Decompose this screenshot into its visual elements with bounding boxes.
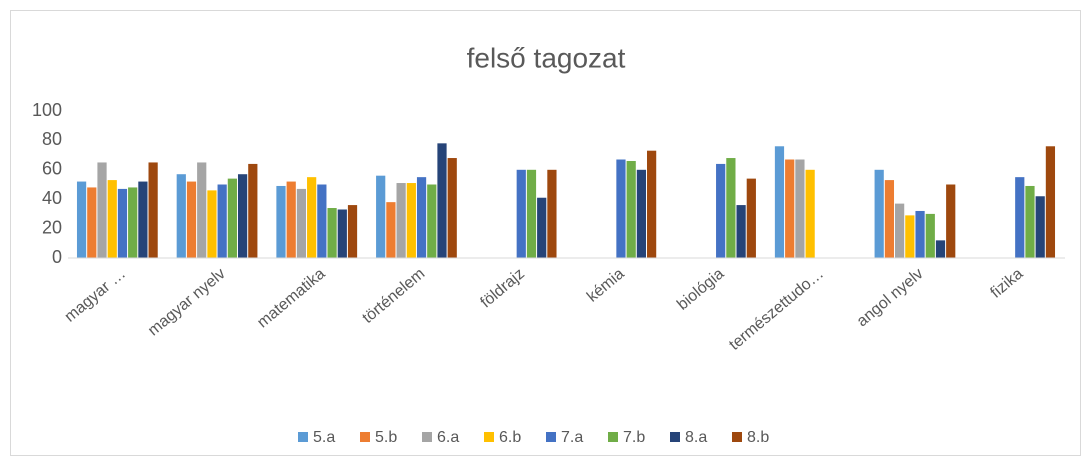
bar [327,208,337,258]
bar [227,178,237,258]
bar [736,205,746,258]
bar [97,162,107,258]
legend-label: 7.a [561,429,583,446]
legend-swatch [670,432,680,442]
legend-label: 7.b [623,429,645,446]
bar [616,159,626,258]
bar [884,180,895,258]
bar [946,184,956,258]
y-tick-label: 20 [42,217,62,237]
bar [1015,177,1025,258]
bar [526,169,537,258]
bar [317,184,327,258]
bar [276,185,286,258]
bar [337,209,347,258]
bar [386,202,396,258]
bar [915,210,925,258]
bar [874,169,884,258]
legend-swatch [608,432,618,442]
legend-swatch [298,432,308,442]
bar [647,150,657,258]
bar [785,159,795,258]
bar [805,169,815,258]
bar [716,163,726,258]
y-tick-label: 80 [42,129,62,149]
bar [138,181,148,258]
bar [117,188,128,258]
legend-label: 5.a [313,429,335,446]
bar [416,177,427,258]
y-tick-label: 100 [32,100,62,120]
bar [427,184,437,258]
bar [207,190,217,258]
bar [925,213,935,258]
bar [296,188,307,258]
y-tick-label: 60 [42,159,62,179]
bar [447,158,457,258]
bar [1035,196,1045,258]
legend-swatch [422,432,432,442]
bar [626,160,636,258]
legend-label: 6.a [437,429,459,446]
bar [87,187,97,258]
bar [516,169,526,258]
bar [895,203,905,258]
bar [197,162,207,258]
legend-swatch [546,432,556,442]
y-tick-label: 40 [42,188,62,208]
bar [237,174,248,258]
legend-label: 6.b [499,429,521,446]
bar [636,169,647,258]
bar [406,183,416,258]
chart-title: felső tagozat [467,42,626,73]
bar [307,177,317,258]
bar [1045,146,1056,258]
legend-swatch [360,432,370,442]
bar [347,205,358,258]
bar [795,159,805,258]
bar [537,197,547,258]
bar [396,183,406,258]
legend-label: 8.a [685,429,707,446]
legend-label: 8.b [747,429,769,446]
bar [935,240,946,258]
bar [905,215,915,258]
bar [376,175,386,258]
bar [774,146,785,258]
legend-label: 5.b [375,429,397,446]
bar [286,181,296,258]
bar [248,163,258,258]
bar [76,181,87,258]
bar [148,162,158,258]
bar [128,187,138,258]
bar [726,158,736,258]
bar [437,143,447,258]
bar [746,178,756,258]
legend-swatch [484,432,494,442]
bar [186,181,197,258]
bar [217,184,227,258]
bar [107,180,117,258]
y-tick-label: 0 [52,247,62,267]
bar [547,169,557,258]
bar [176,174,186,258]
bar [1025,185,1035,258]
legend-swatch [732,432,742,442]
